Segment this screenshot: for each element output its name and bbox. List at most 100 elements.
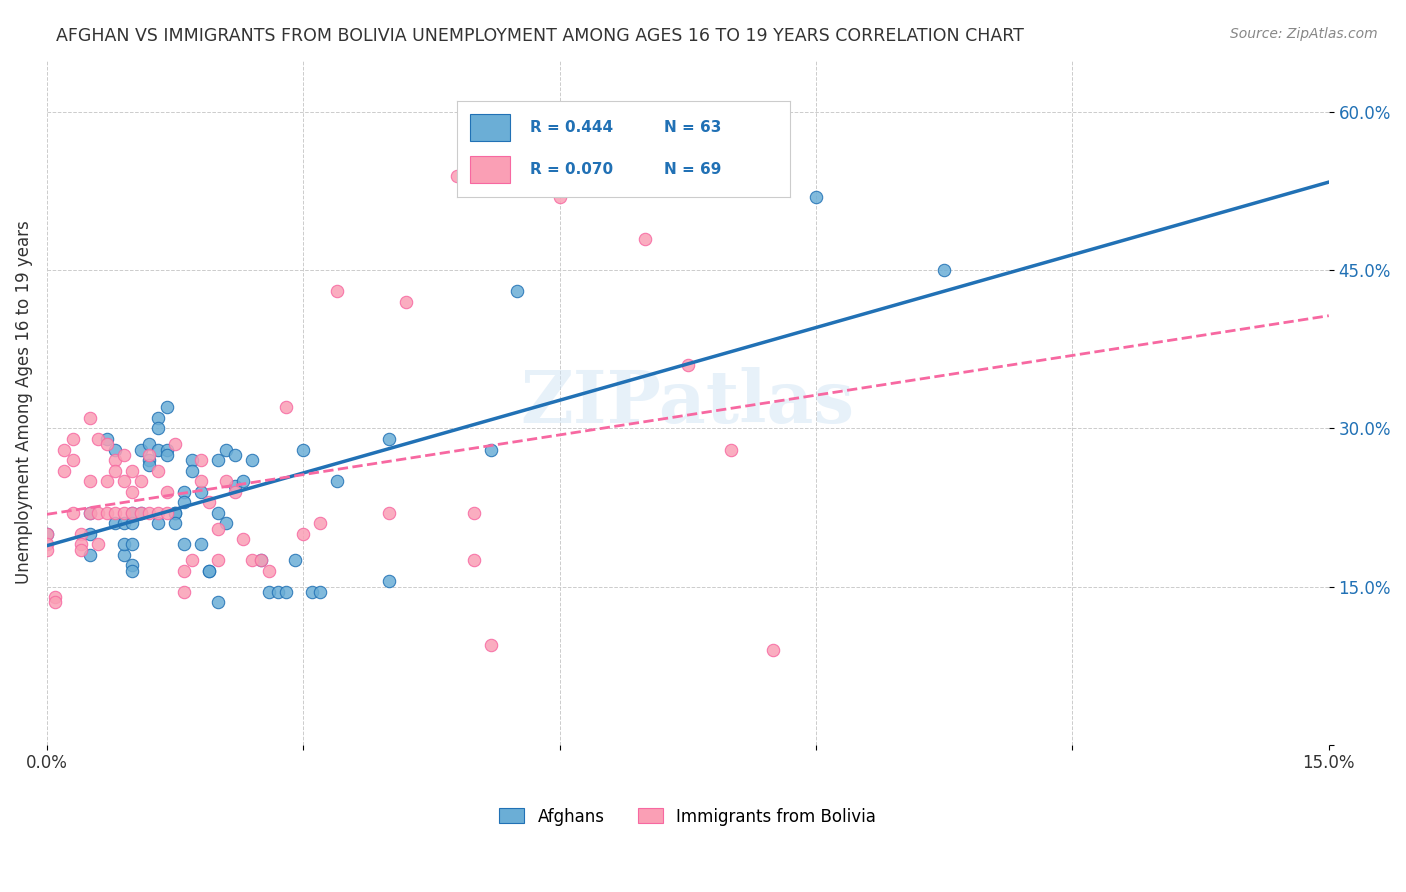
- Y-axis label: Unemployment Among Ages 16 to 19 years: Unemployment Among Ages 16 to 19 years: [15, 220, 32, 584]
- Point: [79, 548, 101, 562]
- Point: [232, 532, 254, 546]
- Point: [446, 169, 468, 183]
- Point: [53, 464, 76, 478]
- Point: [463, 506, 485, 520]
- Point: [240, 553, 263, 567]
- Point: [62, 506, 84, 520]
- Point: [112, 448, 135, 462]
- Point: [96, 437, 118, 451]
- Point: [377, 432, 399, 446]
- Point: [395, 295, 418, 310]
- Point: [284, 553, 307, 567]
- Point: [165, 437, 187, 451]
- Point: [249, 553, 271, 567]
- Text: AFGHAN VS IMMIGRANTS FROM BOLIVIA UNEMPLOYMENT AMONG AGES 16 TO 19 YEARS CORRELA: AFGHAN VS IMMIGRANTS FROM BOLIVIA UNEMPL…: [56, 27, 1024, 45]
- Point: [79, 411, 101, 425]
- Point: [87, 506, 110, 520]
- Point: [309, 584, 332, 599]
- Point: [232, 474, 254, 488]
- Point: [146, 464, 169, 478]
- Point: [44, 595, 66, 609]
- Point: [87, 432, 110, 446]
- Point: [198, 564, 221, 578]
- Point: [62, 432, 84, 446]
- Point: [181, 453, 204, 467]
- Point: [292, 442, 315, 457]
- Point: [198, 495, 221, 509]
- Point: [35, 527, 58, 541]
- Point: [129, 442, 152, 457]
- Point: [70, 542, 93, 557]
- Point: [173, 495, 195, 509]
- Point: [215, 516, 238, 531]
- Point: [190, 484, 212, 499]
- Point: [112, 516, 135, 531]
- Legend: Afghans, Immigrants from Bolivia: Afghans, Immigrants from Bolivia: [492, 801, 883, 832]
- Point: [224, 479, 246, 493]
- Point: [155, 448, 177, 462]
- Point: [181, 553, 204, 567]
- Point: [104, 506, 127, 520]
- Point: [301, 584, 323, 599]
- Point: [138, 453, 160, 467]
- Point: [257, 584, 280, 599]
- Point: [762, 642, 785, 657]
- Point: [35, 537, 58, 551]
- Point: [104, 442, 127, 457]
- Point: [121, 564, 143, 578]
- Point: [676, 358, 699, 372]
- Point: [326, 474, 349, 488]
- Point: [292, 527, 315, 541]
- Point: [129, 506, 152, 520]
- Point: [479, 638, 502, 652]
- Point: [326, 285, 349, 299]
- Point: [138, 458, 160, 473]
- Point: [165, 506, 187, 520]
- Point: [190, 474, 212, 488]
- Point: [479, 442, 502, 457]
- Point: [173, 537, 195, 551]
- Point: [155, 484, 177, 499]
- Point: [104, 453, 127, 467]
- Point: [96, 474, 118, 488]
- Point: [215, 442, 238, 457]
- Point: [720, 442, 742, 457]
- Point: [207, 522, 229, 536]
- Point: [44, 590, 66, 604]
- Point: [121, 537, 143, 551]
- Point: [173, 584, 195, 599]
- Point: [215, 474, 238, 488]
- Point: [53, 442, 76, 457]
- Point: [224, 448, 246, 462]
- Point: [190, 537, 212, 551]
- Point: [129, 506, 152, 520]
- Point: [104, 464, 127, 478]
- Point: [146, 442, 169, 457]
- Point: [804, 189, 827, 203]
- Point: [165, 506, 187, 520]
- Point: [129, 474, 152, 488]
- Point: [506, 285, 529, 299]
- Point: [276, 584, 298, 599]
- Point: [96, 506, 118, 520]
- Point: [146, 421, 169, 435]
- Text: Source: ZipAtlas.com: Source: ZipAtlas.com: [1230, 27, 1378, 41]
- Point: [35, 527, 58, 541]
- Point: [165, 516, 187, 531]
- Point: [79, 506, 101, 520]
- Point: [138, 437, 160, 451]
- Point: [112, 474, 135, 488]
- Point: [249, 553, 271, 567]
- Point: [87, 537, 110, 551]
- Point: [112, 548, 135, 562]
- Point: [112, 506, 135, 520]
- Point: [155, 442, 177, 457]
- Point: [257, 564, 280, 578]
- Point: [155, 401, 177, 415]
- Point: [377, 506, 399, 520]
- Point: [138, 506, 160, 520]
- Point: [104, 516, 127, 531]
- Point: [121, 484, 143, 499]
- Point: [121, 464, 143, 478]
- Point: [240, 453, 263, 467]
